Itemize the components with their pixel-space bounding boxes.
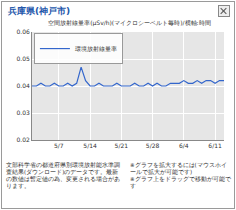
svg-text:5/21: 5/21 (115, 142, 129, 149)
svg-text:5/7: 5/7 (54, 142, 64, 149)
svg-text:6/4: 6/4 (179, 142, 189, 149)
svg-text:環境放射線量率: 環境放射線量率 (75, 45, 117, 52)
svg-text:0.02: 0.02 (16, 136, 30, 143)
html-text:※グラフを拡大するには(マウスホイールで拡大が可能です): ※グラフを拡大するには(マウスホイールで拡大が可能です) (130, 162, 227, 175)
svg-text:0.04: 0.04 (16, 82, 30, 89)
svg-text:5/14: 5/14 (83, 142, 97, 149)
html-text:文部科学省の都道府県別環境放射能水準調査結果(ダウンロード): 文部科学省の都道府県別環境放射能水準調査結果(ダウンロード)のデータです。最新の… (6, 162, 120, 189)
html-text:兵庫県(神戸市): 兵庫県(神戸市) (8, 6, 71, 16)
html-text:※グラフ上をドラッグで移動が可能です: ※グラフ上をドラッグで移動が可能です (130, 176, 231, 189)
svg-text:5/28: 5/28 (146, 142, 160, 149)
svg-text:0.03: 0.03 (16, 109, 30, 116)
svg-text:6/11: 6/11 (208, 142, 222, 149)
svg-text:空間放射線量率(μSv/h)(マイクロシーベルト毎時)/横軸: 空間放射線量率(μSv/h)(マイクロシーベルト毎時)/横軸:時間 (48, 19, 210, 27)
svg-text:0.06: 0.06 (16, 28, 30, 35)
svg-text:0.05: 0.05 (16, 55, 30, 62)
